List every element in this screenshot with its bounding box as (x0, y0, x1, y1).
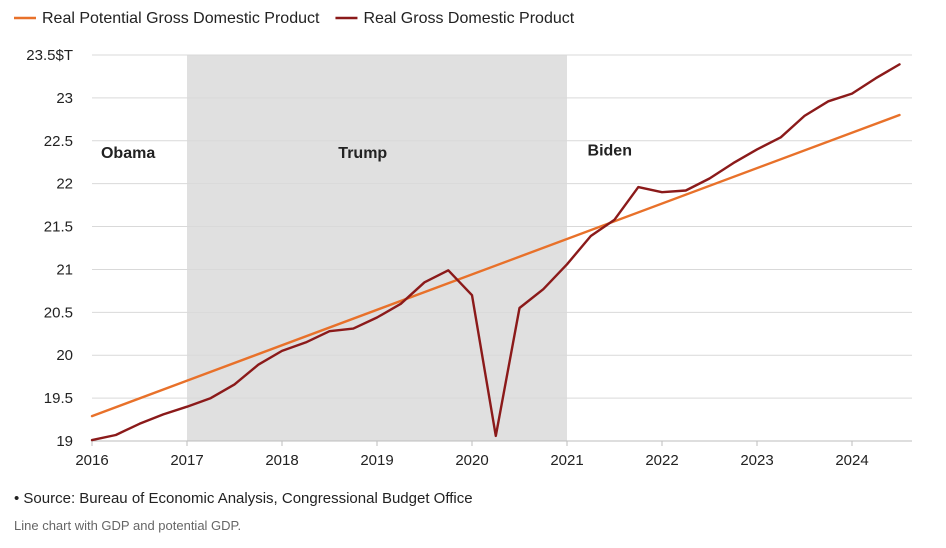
legend: Real Potential Gross Domestic Product Rea… (14, 10, 575, 27)
y-tick-label: 22.5 (44, 133, 73, 150)
source-note: • Source: Bureau of Economic Analysis, C… (14, 490, 473, 507)
legend-label: Real Potential Gross Domestic Product (42, 10, 320, 27)
y-tick-label: 23 (56, 90, 73, 107)
x-tick-label: 2023 (740, 452, 773, 469)
x-tick-label: 2016 (75, 452, 108, 469)
x-tick-label: 2024 (835, 452, 868, 469)
real-gdp-line (90, 63, 901, 442)
era-label-obama: Obama (101, 145, 155, 162)
x-tick-label: 2020 (455, 452, 488, 469)
x-tick-label: 2018 (265, 452, 298, 469)
x-tick-label: 2022 (645, 452, 678, 469)
era-annotations: Obama Trump Biden (101, 142, 632, 162)
shaded-region-layer (187, 55, 567, 441)
chart-caption: Line chart with GDP and potential GDP. (14, 518, 242, 533)
era-label-biden: Biden (588, 142, 632, 159)
axes: 19 19.5 20 20.5 21 21.5 22 22.5 23 23.5$T 2016 2017… (26, 47, 912, 469)
y-tick-label: 20 (56, 347, 73, 364)
y-tick-label: 23.5$T (26, 47, 73, 64)
x-tick-label: 2021 (550, 452, 583, 469)
y-tick-label: 21.5 (44, 219, 73, 236)
gridlines (92, 54, 912, 399)
era-label-trump: Trump (338, 145, 387, 162)
y-tick-label: 22 (56, 176, 73, 193)
potential-gdp-line (90, 113, 901, 418)
x-tick-label: 2019 (360, 452, 393, 469)
y-tick-label: 20.5 (44, 304, 73, 321)
x-tick-label: 2017 (170, 452, 203, 469)
y-tick-label: 19 (56, 433, 73, 450)
shaded-region (187, 55, 567, 441)
y-tick-label: 21 (56, 261, 73, 278)
legend-label: Real Gross Domestic Product (363, 10, 574, 27)
series-lines (90, 63, 901, 442)
y-tick-label: 19.5 (44, 390, 73, 407)
